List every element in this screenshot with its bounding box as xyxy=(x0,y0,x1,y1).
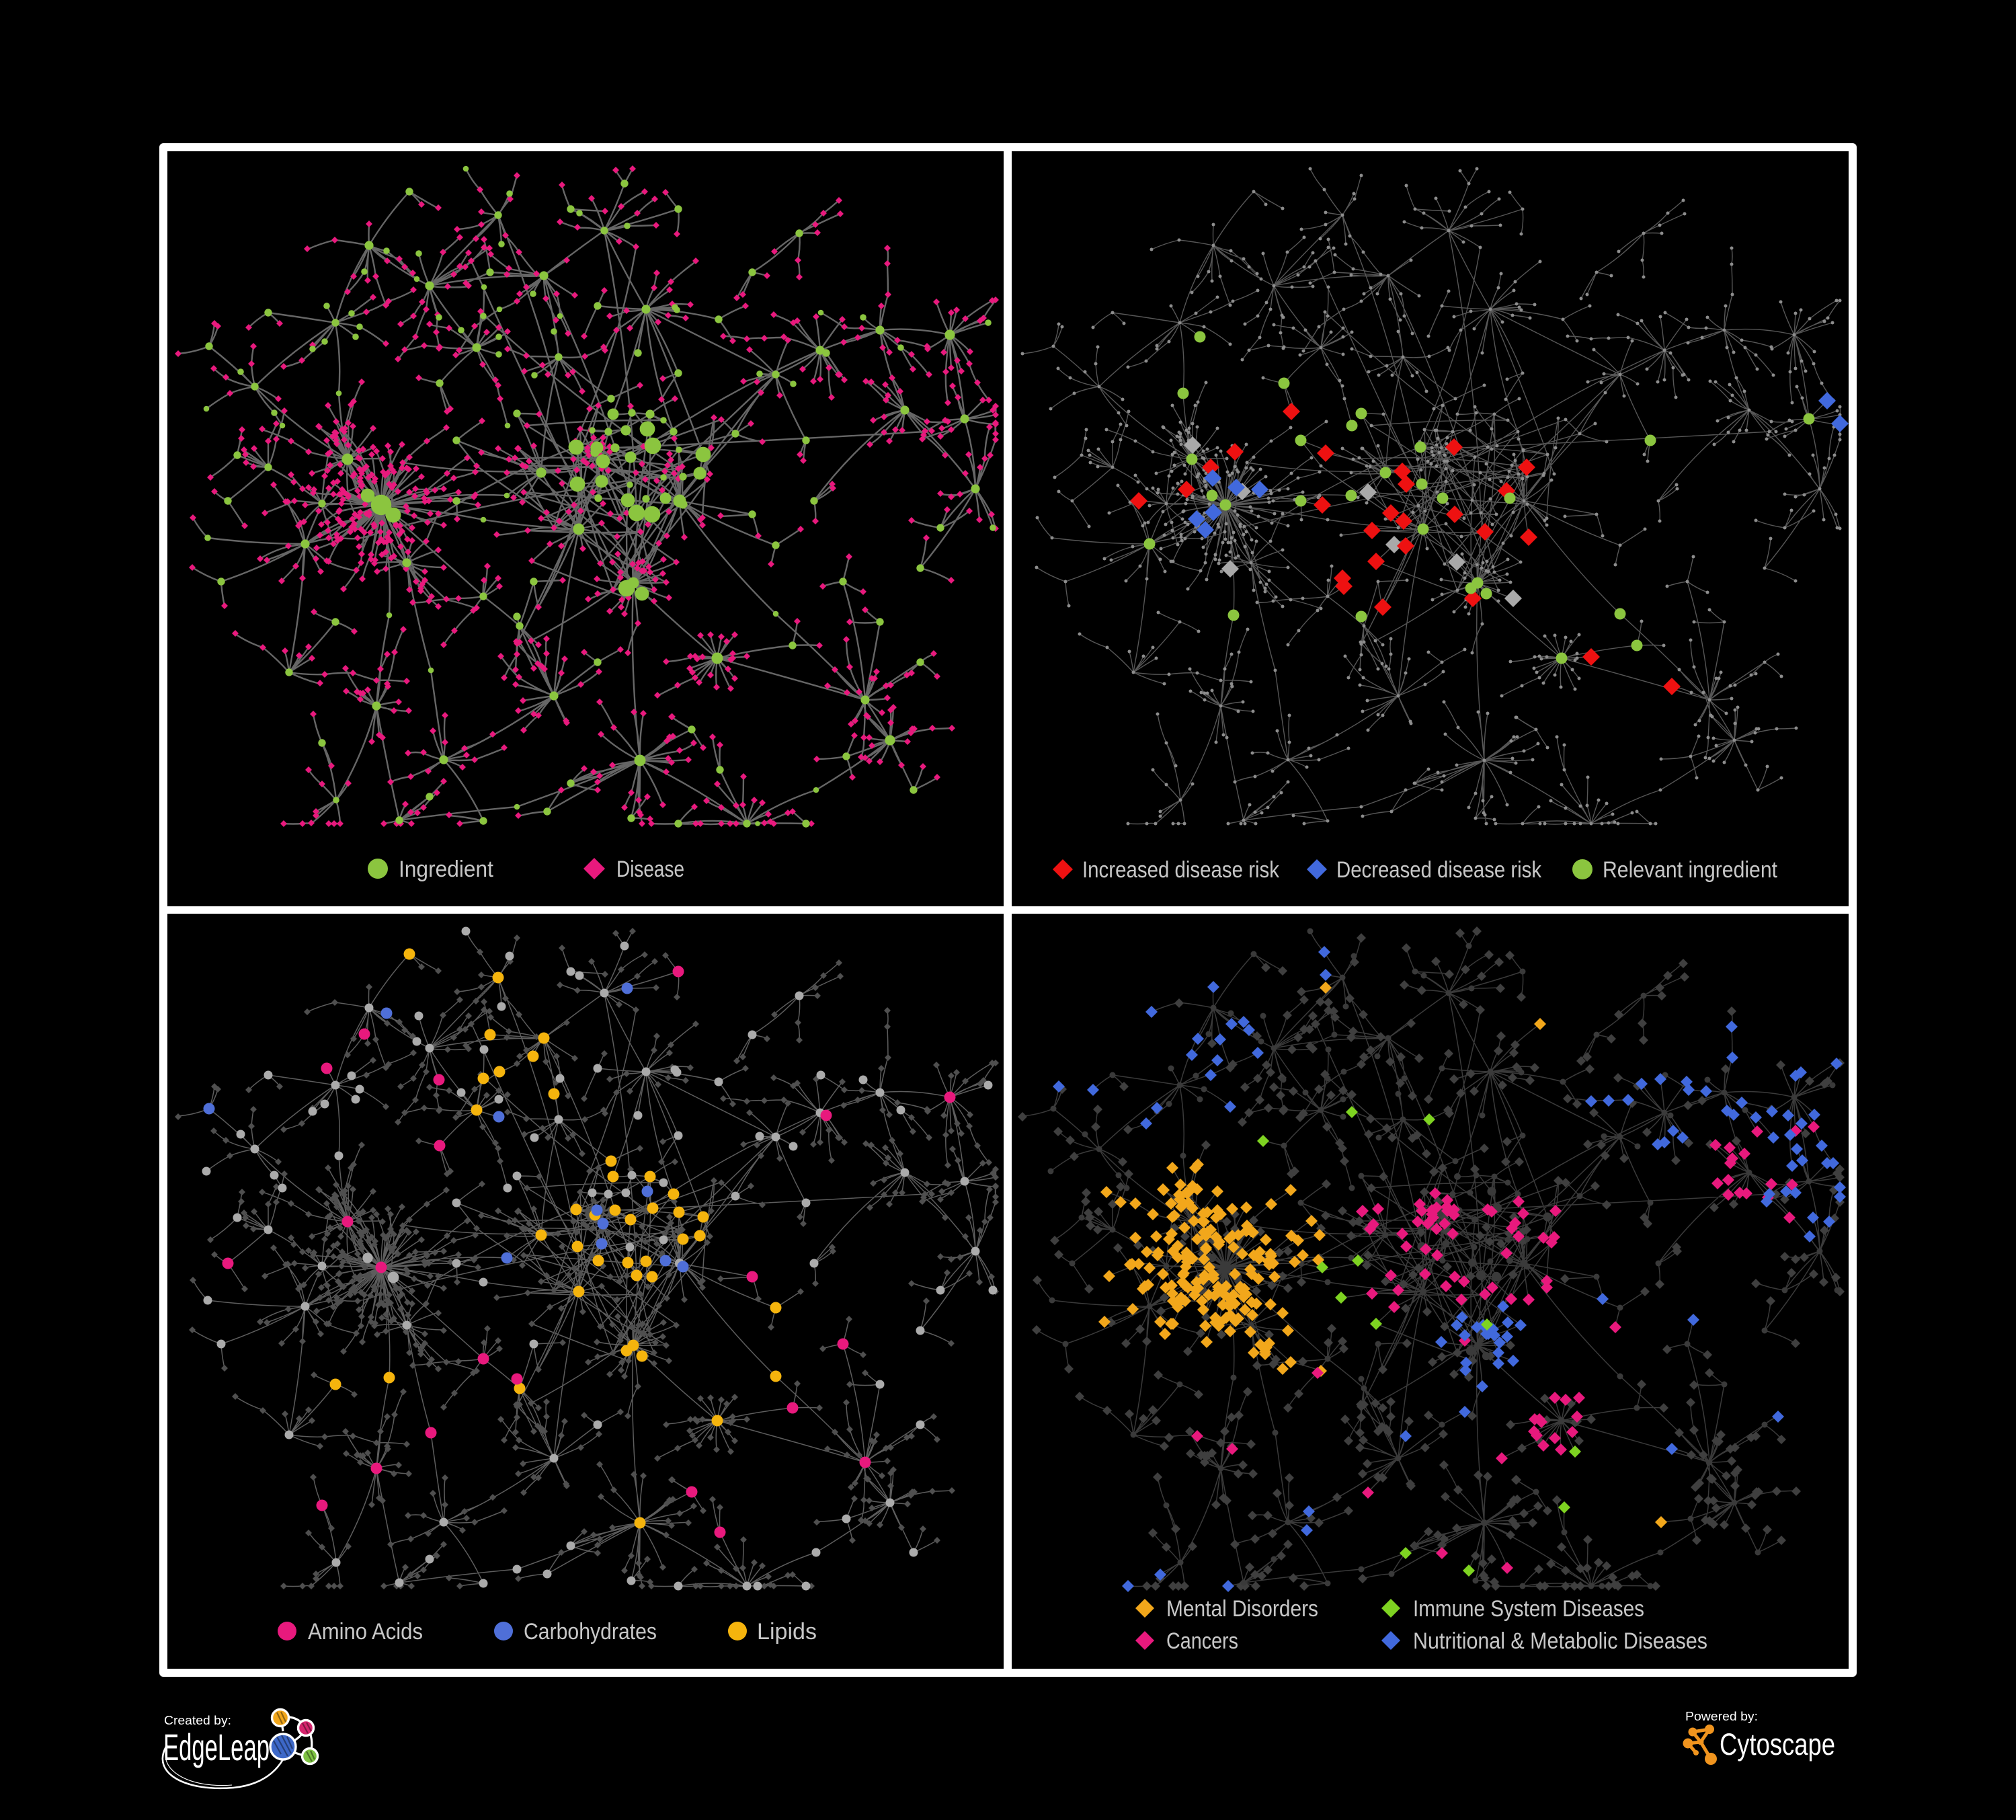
svg-text:Nutritional & Metabolic Diseas: Nutritional & Metabolic Diseases xyxy=(1413,1628,1707,1654)
svg-text:Carbohydrates: Carbohydrates xyxy=(524,1619,657,1645)
svg-text:Powered by:: Powered by: xyxy=(1685,1710,1758,1723)
svg-text:Cytoscape: Cytoscape xyxy=(1720,1727,1835,1762)
svg-text:Decreased disease risk: Decreased disease risk xyxy=(1336,857,1542,883)
svg-text:Increased disease risk: Increased disease risk xyxy=(1082,857,1280,883)
svg-text:Relevant ingredient: Relevant ingredient xyxy=(1603,857,1777,883)
svg-text:Cancers: Cancers xyxy=(1166,1628,1238,1654)
svg-text:Ingredient: Ingredient xyxy=(399,857,494,882)
svg-text:Immune System Diseases: Immune System Diseases xyxy=(1413,1596,1644,1622)
svg-text:EdgeLeap: EdgeLeap xyxy=(163,1726,270,1768)
svg-text:Disease: Disease xyxy=(616,857,684,882)
svg-text:Mental Disorders: Mental Disorders xyxy=(1166,1596,1318,1622)
svg-text:Lipids: Lipids xyxy=(757,1619,817,1645)
svg-text:Amino Acids: Amino Acids xyxy=(308,1619,423,1645)
svg-text:Created by:: Created by: xyxy=(164,1714,231,1727)
